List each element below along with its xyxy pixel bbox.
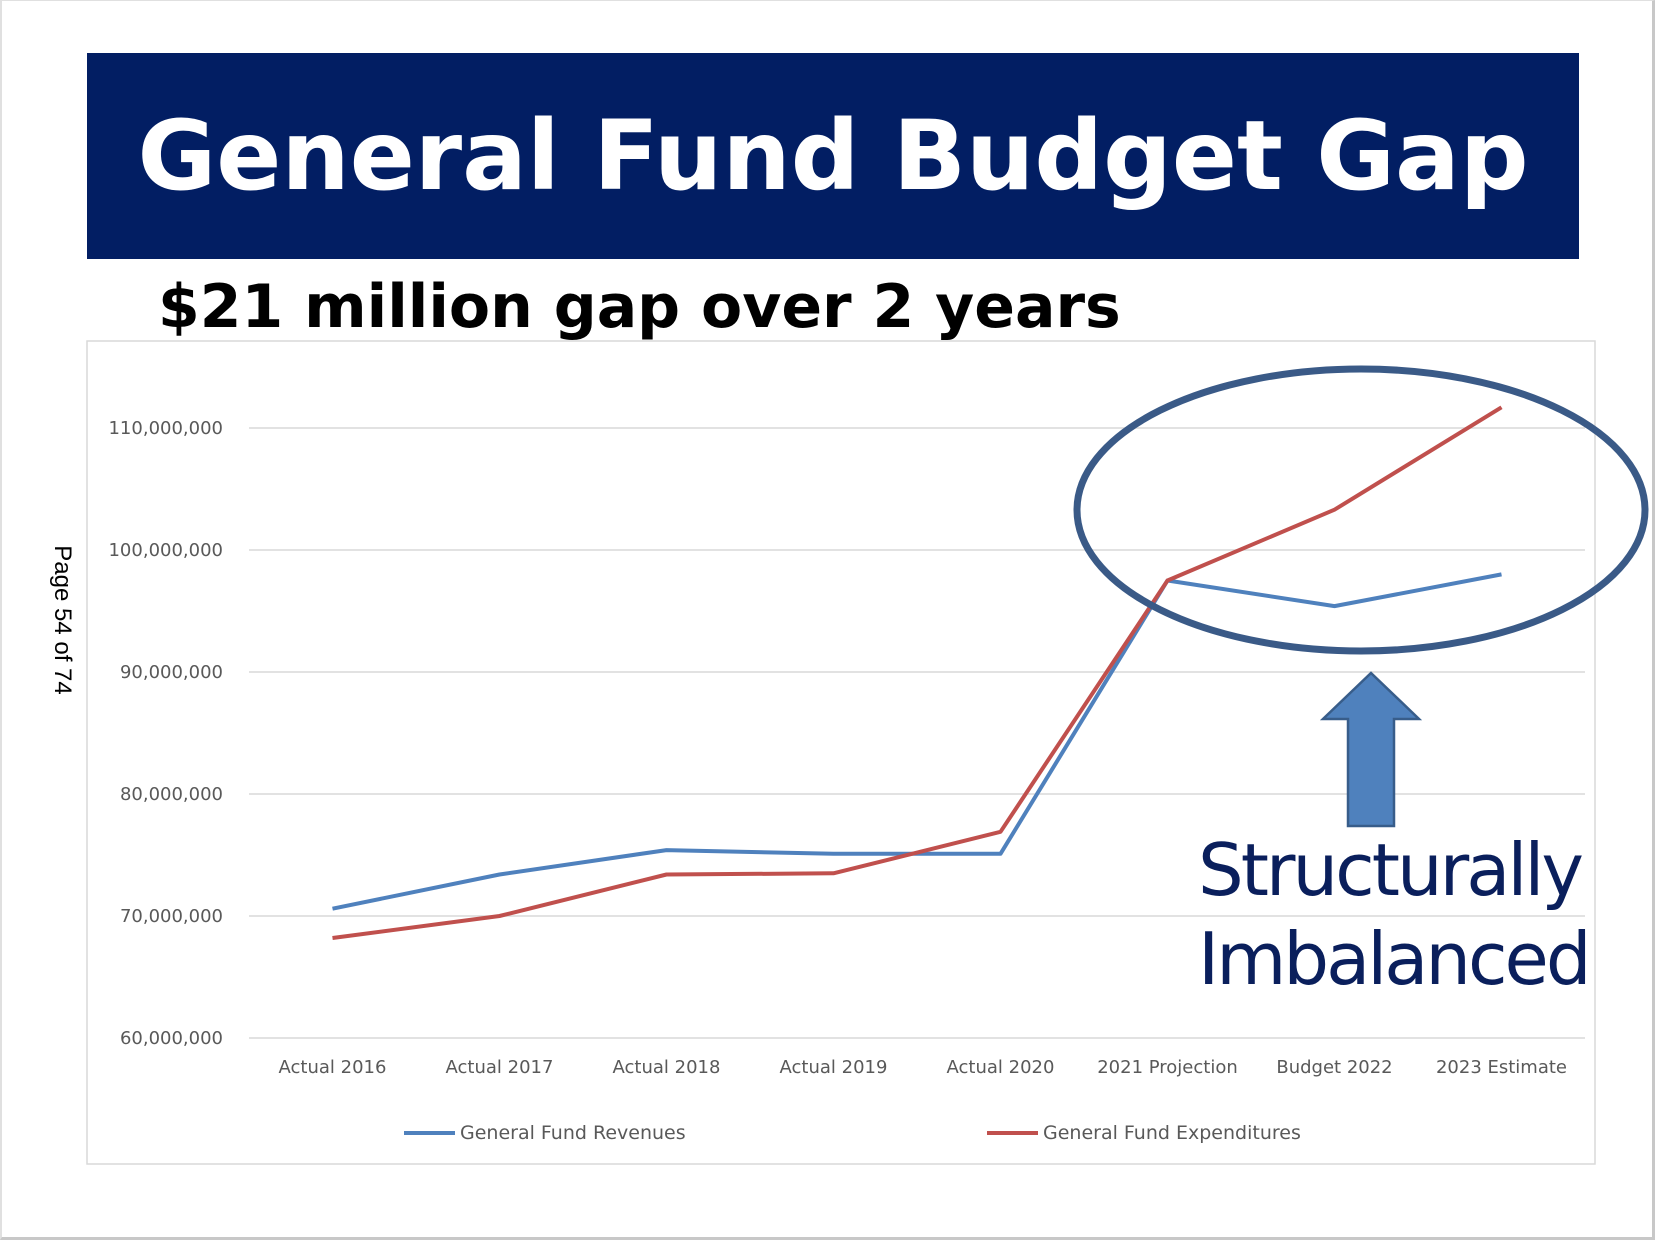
up-arrow-icon — [1319, 671, 1423, 828]
legend: General Fund Revenues General Fund Expen… — [404, 1122, 1301, 1144]
y-tick-label: 100,000,000 — [108, 540, 223, 561]
slide-title: General Fund Budget Gap — [137, 100, 1529, 212]
y-tick-label: 70,000,000 — [120, 906, 223, 927]
y-tick-label: 110,000,000 — [108, 418, 223, 439]
series-line-expenditures — [332, 405, 1503, 940]
x-tick-label: Budget 2022 — [1276, 1057, 1392, 1078]
y-tick-label: 90,000,000 — [120, 662, 223, 683]
y-tick-label: 60,000,000 — [120, 1028, 223, 1049]
x-tick-label: Actual 2017 — [446, 1057, 554, 1078]
x-tick-label: Actual 2018 — [613, 1057, 721, 1078]
legend-label-expenditures: General Fund Expenditures — [1043, 1122, 1301, 1144]
highlight-ellipse — [1073, 365, 1649, 655]
x-tick-label: Actual 2016 — [279, 1057, 387, 1078]
callout-imbalanced: Imbalanced — [1198, 917, 1589, 1001]
y-tick-label: 80,000,000 — [120, 784, 223, 805]
x-tick-label: Actual 2019 — [780, 1057, 888, 1078]
x-tick-label: 2021 Projection — [1097, 1057, 1238, 1078]
x-tick-label: 2023 Estimate — [1436, 1057, 1567, 1078]
legend-label-revenues: General Fund Revenues — [460, 1122, 686, 1144]
chart-area-border — [86, 340, 1596, 1165]
x-tick-label: Actual 2020 — [947, 1057, 1055, 1078]
title-banner: General Fund Budget Gap — [87, 53, 1579, 259]
callout-structurally: Structurally — [1198, 828, 1582, 912]
slide-subtitle: $21 million gap over 2 years — [158, 272, 1121, 342]
